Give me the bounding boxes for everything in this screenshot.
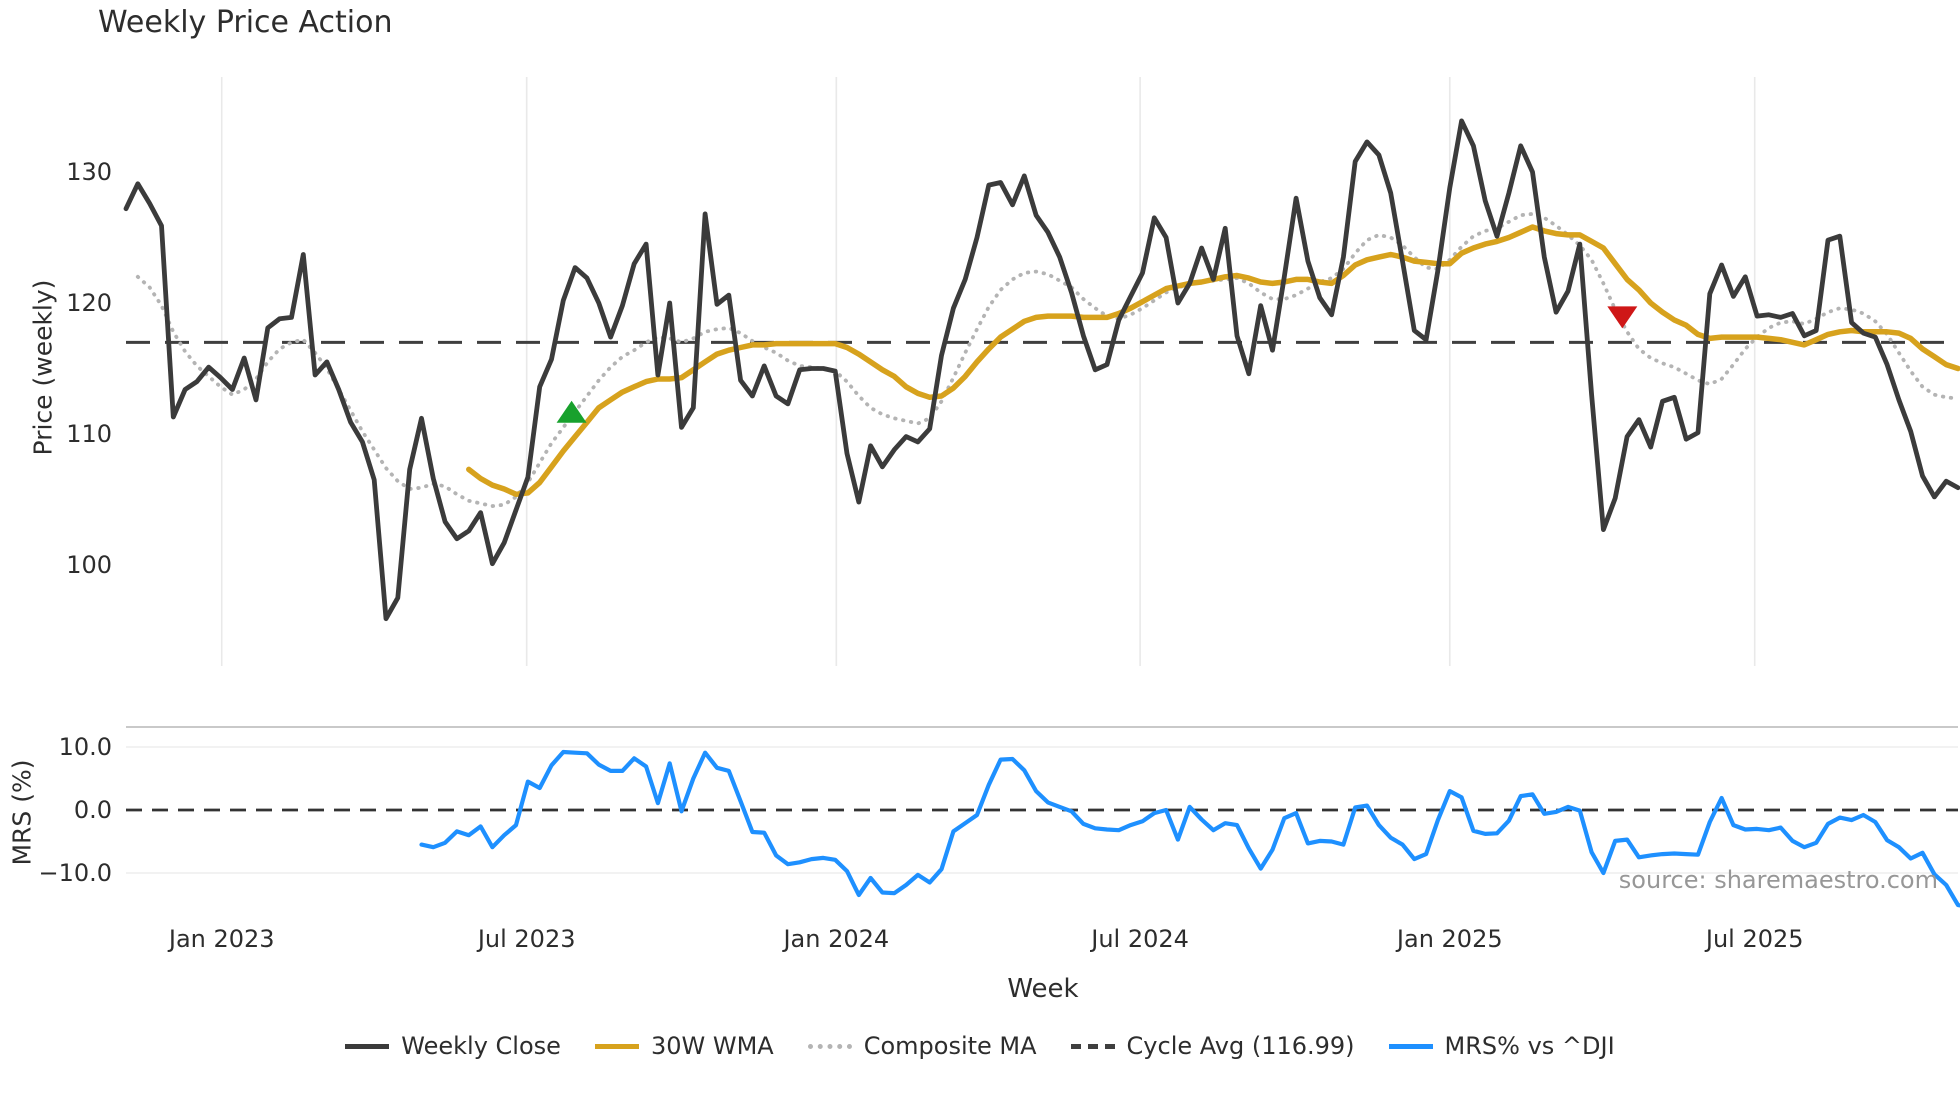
legend-item-30w-wma: 30W WMA [594,1032,774,1060]
x-tick-label: Jul 2024 [1091,925,1189,953]
price-tick-label: 120 [66,289,112,317]
cycle-avg-line-swatch [1070,1043,1115,1049]
legend-item-composite-ma: Composite MA [807,1032,1037,1060]
composite-ma-line-swatch [807,1043,852,1049]
legend-label: MRS% vs ^DJI [1444,1032,1615,1060]
legend-label: Cycle Avg (116.99) [1126,1032,1355,1060]
mrs-tick-label: 0.0 [73,796,112,824]
wma-line-swatch [594,1043,639,1049]
source-credit: source: sharemaestro.com [1618,866,1938,894]
x-axis-title: Week [1007,974,1079,1004]
legend-item-mrs: MRS% vs ^DJI [1388,1032,1615,1060]
mrs-line-swatch [1388,1043,1433,1049]
weekly-close-line-swatch [345,1043,390,1049]
x-tick-label: Jan 2023 [168,925,275,953]
mrs-tick-label: −10.0 [38,859,112,887]
x-tick-label: Jul 2025 [1705,925,1804,953]
mrs-tick-label: 10.0 [58,733,112,761]
x-tick-label: Jan 2024 [783,925,890,953]
legend-label: Weekly Close [401,1032,561,1060]
legend-label: Composite MA [863,1032,1037,1060]
legend: Weekly Close 30W WMA Composite MA Cycle … [0,1032,1960,1060]
legend-item-cycle-avg: Cycle Avg (116.99) [1070,1032,1355,1060]
x-tick-label: Jul 2023 [477,925,576,953]
legend-item-weekly-close: Weekly Close [345,1032,561,1060]
price-tick-label: 110 [66,420,112,448]
x-tick-label: Jan 2025 [1396,925,1503,953]
price-tick-label: 100 [66,551,112,579]
price-tick-label: 130 [66,158,112,186]
legend-label: 30W WMA [650,1032,774,1060]
chart-title: Weekly Price Action [98,5,393,40]
